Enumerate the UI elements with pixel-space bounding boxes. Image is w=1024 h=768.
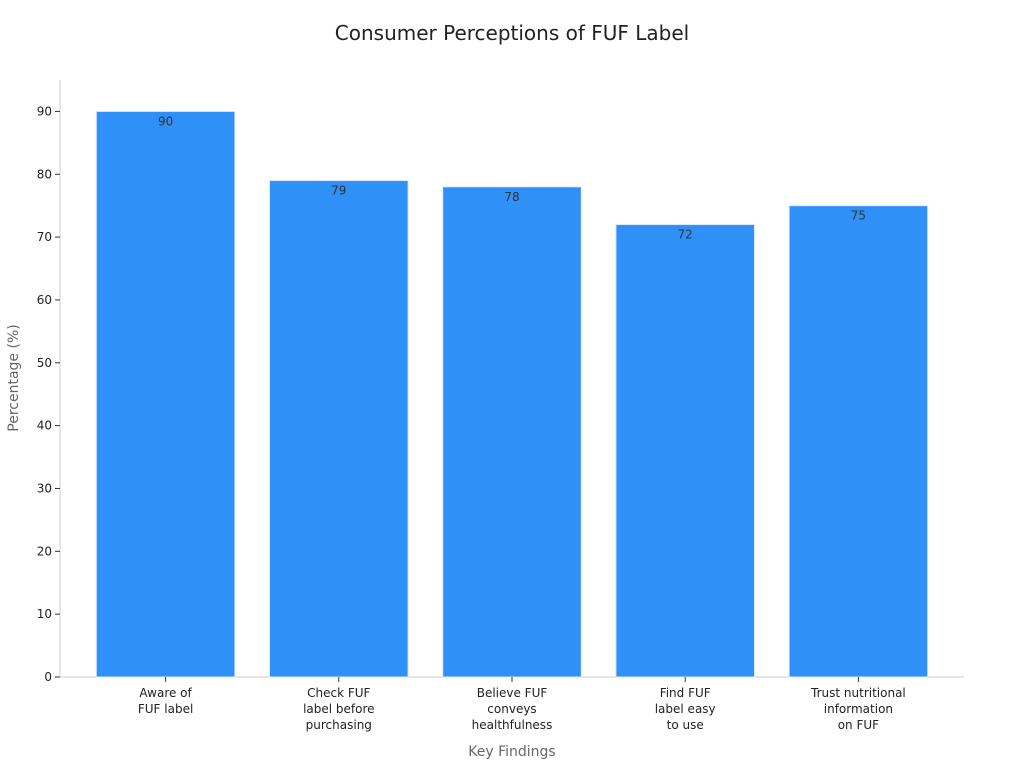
x-tick-label: Find FUF label easy to use — [655, 686, 716, 732]
x-axis-label: Key Findings — [468, 744, 555, 760]
y-ticks: 0 10 20 30 40 50 60 70 80 90 — [37, 104, 60, 684]
bar-value-label: 79 — [331, 184, 346, 198]
y-tick-label: 10 — [37, 607, 52, 621]
bar-value-label: 72 — [678, 228, 693, 242]
x-tick-label: Trust nutritional information on FUF — [810, 686, 906, 732]
bar — [615, 224, 755, 678]
y-tick-label: 30 — [37, 481, 52, 495]
bar-value-label: 75 — [851, 209, 866, 223]
x-tick-label: Aware of FUF label — [138, 686, 193, 716]
x-ticks: Aware of FUF label Check FUF label before pu… — [138, 677, 906, 732]
y-tick-label: 90 — [37, 104, 52, 118]
chart-title: Consumer Perceptions of FUF Label — [335, 21, 689, 45]
y-tick-label: 50 — [37, 356, 52, 370]
x-tick-label: Check FUF label before purchasing — [303, 686, 374, 732]
bars: 90 79 78 72 75 — [95, 110, 929, 678]
y-tick-label: 20 — [37, 544, 52, 558]
bar-value-label: 90 — [158, 114, 173, 128]
bar — [442, 186, 582, 678]
bar-value-label: 78 — [504, 190, 519, 204]
bar — [95, 110, 236, 678]
bar — [788, 205, 929, 678]
y-tick-label: 70 — [37, 230, 52, 244]
bar — [269, 180, 409, 678]
y-tick-label: 0 — [44, 670, 52, 684]
y-axis-label: Percentage (%) — [6, 324, 22, 431]
y-tick-label: 60 — [37, 293, 52, 307]
x-tick-label: Believe FUF conveys healthfulness — [472, 686, 553, 732]
y-tick-label: 40 — [37, 419, 52, 433]
y-tick-label: 80 — [37, 167, 52, 181]
